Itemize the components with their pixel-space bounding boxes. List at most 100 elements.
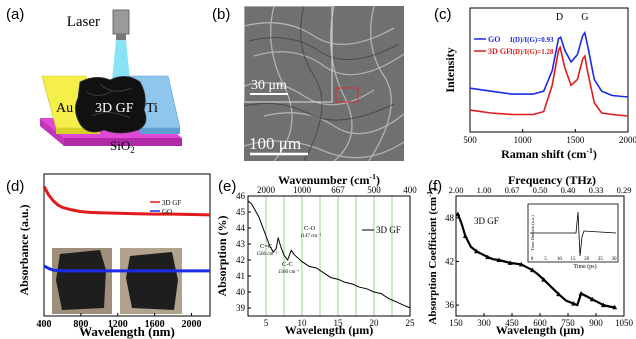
y-tick-label: 36 <box>445 300 455 310</box>
data-point <box>578 290 584 296</box>
data-point <box>541 277 547 282</box>
top-tick-label: 0.67 <box>505 185 520 195</box>
graphene-foam <box>75 76 147 134</box>
x-tick-label: 1050 <box>615 318 634 328</box>
x-tick-label: 1200 <box>108 319 128 330</box>
top-tick-label: 500 <box>367 185 381 195</box>
y-axis-label: Intensity <box>443 47 457 92</box>
main-scale-text: 100 μm <box>249 134 301 153</box>
data-point <box>507 260 513 265</box>
y-tick-label: 43 <box>236 239 246 249</box>
x-axis-label: Raman shift (cm-1) <box>501 146 597 161</box>
top-tick-label: 2.00 <box>449 185 464 195</box>
peak-label-g: G <box>581 12 588 23</box>
x-tick-label: 2000 <box>619 135 636 145</box>
top-tick-label: 0.40 <box>561 185 576 195</box>
data-point <box>485 254 491 260</box>
top-tick-label: 1.00 <box>477 185 492 195</box>
sample-2-foam <box>126 252 178 310</box>
panel-b: (b) 30 μm 1 <box>212 0 424 165</box>
y-axis-label: Absorbance (a.u.) <box>17 204 31 295</box>
data-point <box>518 261 524 267</box>
x-axis-label: Wavelength (nm) <box>79 324 175 339</box>
legend-ratio: I(D)/I(G)=1.28 <box>510 48 554 56</box>
annotation-sub: 1566 cm⁻¹ <box>256 251 278 257</box>
raman-series-3d-gf <box>469 45 629 117</box>
x-tick-label: 20 <box>370 318 380 328</box>
panel-f: (f) 150 300 450 600 750 900 1050 36 42 48 2.00 1.00… <box>424 170 636 339</box>
top-axis-label: Wavenumber (cm-1) <box>278 172 380 187</box>
x-tick-label: 10 <box>298 318 308 328</box>
y-tick-label: 42 <box>445 256 454 266</box>
data-point <box>589 296 595 302</box>
x-tick-label: 400 <box>37 319 52 330</box>
data-point <box>462 233 468 238</box>
y-tick-label: 45 <box>236 207 246 217</box>
x-tick-label: 600 <box>533 318 547 328</box>
data-point <box>612 304 618 310</box>
data-point <box>530 267 536 273</box>
raman-chart: 500 1000 1500 2000 D G GO I(D)/I(G)=0.93 3D GF I(… <box>443 7 636 161</box>
top-tick-label: 400 <box>403 185 417 195</box>
inset-tick-label: 5 <box>544 257 547 262</box>
inset-tick-label: 20 <box>584 257 590 262</box>
legend-name: 3D GF <box>376 225 401 235</box>
data-point <box>556 291 562 297</box>
top-tick-label: 0.33 <box>589 185 604 195</box>
laser-head-icon <box>112 9 130 35</box>
absorbance-series-3d-gf <box>42 185 211 217</box>
data-point <box>571 301 577 306</box>
inset-waveform <box>530 211 617 257</box>
annotation-sub: 1147 cm⁻¹ <box>300 233 322 239</box>
inset-tick-label: 30 <box>612 257 618 262</box>
raman-series-go <box>469 30 629 98</box>
y-tick-label: 46 <box>236 191 246 201</box>
legend-name: 3D GF <box>474 216 499 226</box>
y-axis-label: Absorption Coefficient (cm-1) <box>426 187 439 325</box>
panel-a-label: (a) <box>6 6 25 23</box>
panel-d: (d) 400 800 1200 1600 2000 3D GF GO Wavelength … <box>0 170 212 339</box>
sem-image: 30 μm 100 μm <box>244 6 404 161</box>
legend-name: GO <box>162 208 172 216</box>
x-tick-label: 25 <box>406 318 416 328</box>
legend-name: GO <box>488 35 500 44</box>
plot-frame <box>247 195 411 317</box>
y-tick-label: 40 <box>236 287 246 297</box>
y-tick-label: 41 <box>236 271 245 281</box>
panel-a: (a) Laser Au Ti 3D GF SiO2 <box>0 0 210 165</box>
sample-1-foam <box>56 250 106 310</box>
absorbance-series-go <box>43 264 210 273</box>
inset-y-label: Time Domain (a.u.) <box>530 215 535 251</box>
inset-tick-label: 15 <box>571 257 577 262</box>
inset-scale-text: 30 μm <box>251 78 287 93</box>
x-tick-label: 1000 <box>514 135 533 145</box>
inset-tick-label: 10 <box>557 257 563 262</box>
x-tick-label: 5 <box>264 318 269 328</box>
ir-absorption-chart: 5 10 15 20 25 39 40 41 42 43 44 45 46 2000 1000 667 500 4… <box>215 172 417 337</box>
top-tick-label: 667 <box>331 185 345 195</box>
y-tick-label: 42 <box>236 255 245 265</box>
x-tick-label: 750 <box>561 318 575 328</box>
top-tick-label: 0.29 <box>617 185 632 195</box>
legend-name: 3D GF <box>162 199 181 207</box>
data-point <box>600 302 606 308</box>
inset-x-label: Time (ps) <box>573 263 596 270</box>
ti-label: Ti <box>146 101 158 116</box>
x-tick-label: 450 <box>505 318 519 328</box>
x-tick-label: 800 <box>73 319 88 330</box>
panel-e: (e) 5 10 15 20 25 39 40 41 42 43 44 45 46 2000 1000 667… <box>212 170 424 339</box>
x-tick-label: 1600 <box>145 319 165 330</box>
substrate-label: SiO2 <box>110 138 135 155</box>
y-tick-label: 44 <box>236 223 246 233</box>
time-domain-inset: 0 5 10 15 20 25 30 Time (ps) Time Domain (a.u.) <box>527 203 619 270</box>
data-point <box>496 257 502 262</box>
data-point <box>474 248 480 254</box>
x-axis-label: Wavelength (μm) <box>285 323 373 337</box>
annotation-label: C=C <box>260 243 272 250</box>
y-tick-label: 39 <box>236 303 246 313</box>
legend-name: 3D GF <box>488 47 511 56</box>
